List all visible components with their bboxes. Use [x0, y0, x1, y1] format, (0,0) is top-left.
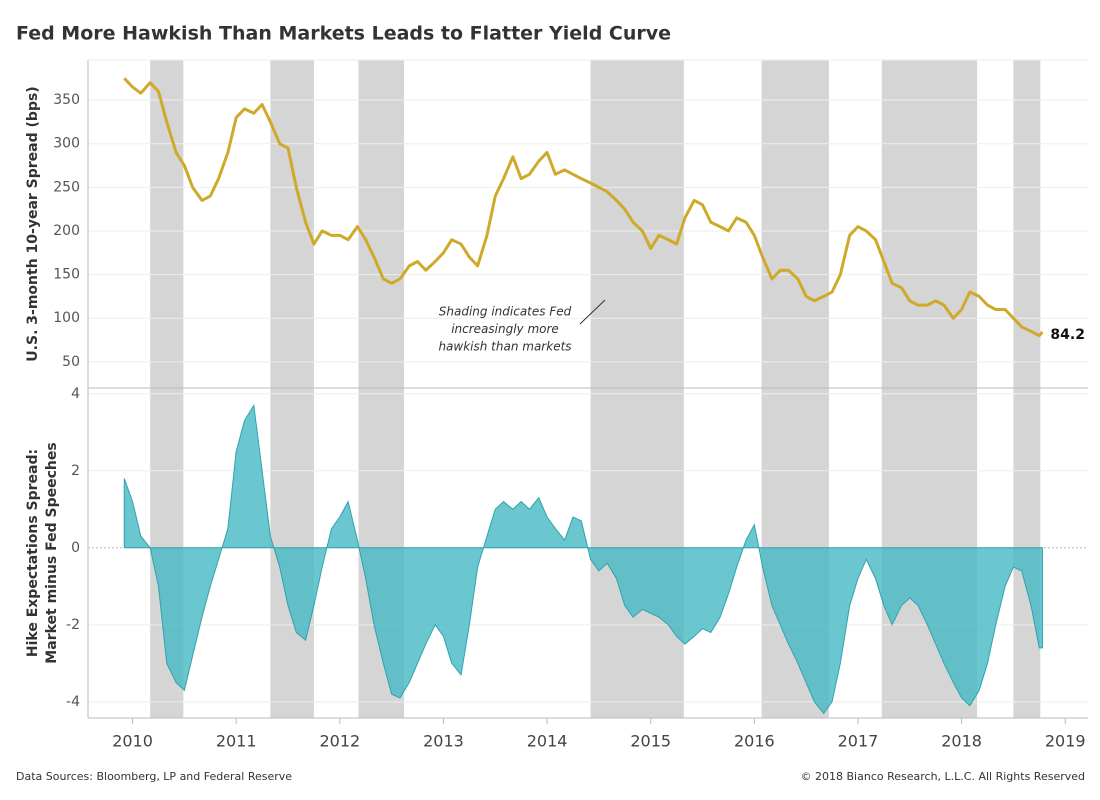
x-tick-label: 2018	[941, 732, 982, 751]
y-tick-label: 0	[71, 540, 80, 556]
y-tick-label: 300	[53, 136, 80, 152]
y-tick-label: 200	[53, 223, 80, 239]
x-tick-label: 2010	[112, 732, 153, 751]
x-tick-label: 2015	[630, 732, 671, 751]
shaded-region	[150, 60, 184, 388]
x-tick-label: 2014	[527, 732, 568, 751]
y-tick-label: -2	[66, 617, 80, 633]
spread-area	[123, 403, 1043, 715]
annotation: hawkish than markets	[438, 340, 571, 354]
x-tick-label: 2016	[734, 732, 775, 751]
chart-title: Fed More Hawkish Than Markets Leads to F…	[16, 23, 671, 45]
spread-line	[123, 77, 1044, 338]
shaded-region	[590, 60, 684, 388]
y-axis-label: U.S. 3-month 10-year Spread (bps)	[25, 86, 41, 361]
x-tick-label: 2012	[319, 732, 360, 751]
source: Data Sources: Bloomberg, LP and Federal …	[16, 770, 292, 783]
y-tick-label: -4	[66, 694, 80, 710]
y-tick-label: 2	[71, 463, 80, 479]
y-axis-label: Hike Expectations Spread:	[25, 449, 41, 657]
y-tick-label: 100	[53, 310, 80, 326]
shaded-region	[358, 60, 405, 388]
x-tick-label: 2011	[216, 732, 257, 751]
x-tick-label: 2013	[423, 732, 464, 751]
end-value-label: 84.2	[1050, 327, 1085, 343]
annotation: Shading indicates Fed	[439, 305, 572, 319]
annotation-pointer	[579, 299, 606, 325]
y-tick-label: 50	[62, 354, 80, 370]
y-tick-label: 250	[53, 179, 80, 195]
y-tick-label: 4	[71, 386, 80, 402]
shaded-region	[881, 60, 978, 388]
x-tick-label: 2019	[1045, 732, 1086, 751]
shaded-region	[1013, 60, 1041, 388]
annotation: increasingly more	[451, 322, 559, 336]
y-tick-label: 350	[53, 92, 80, 108]
y-tick-label: 150	[53, 267, 80, 283]
y-axis-label: Market minus Fed Speeches	[44, 442, 60, 663]
copyright: © 2018 Bianco Research, L.L.C. All Right…	[801, 770, 1085, 783]
x-tick-label: 2017	[838, 732, 879, 751]
shaded-region	[761, 60, 829, 388]
